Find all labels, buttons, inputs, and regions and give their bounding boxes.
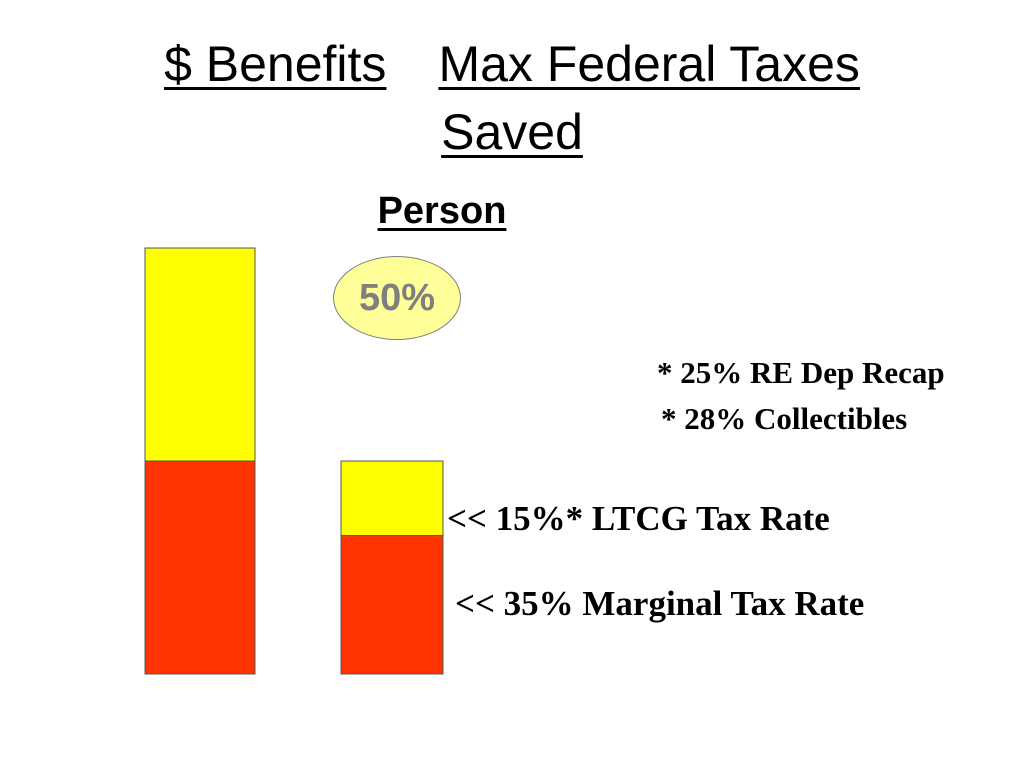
title: $ Benefits Max Federal Taxes [0, 36, 1024, 92]
badge-text: 50% [358, 276, 436, 319]
bar-1-segment-upper [144, 247, 256, 462]
footnote-collectibles: * 28% Collectibles [661, 401, 908, 436]
bar-2-segment-lower [340, 535, 444, 675]
title-part-taxes: Max Federal Taxes [438, 36, 860, 92]
title-line-2: Saved [0, 104, 1024, 160]
percentage-badge: 50% [333, 256, 461, 340]
bar-1-segment-lower [144, 460, 256, 675]
subtitle-person: Person [377, 190, 507, 232]
title-part-saved: Saved [441, 104, 583, 160]
bar-2-segment-upper [340, 460, 444, 537]
footnote-re-dep-recap: * 25% RE Dep Recap [657, 355, 945, 390]
label-ltcg-rate: << 15%* LTCG Tax Rate [447, 499, 830, 538]
label-marginal-rate: << 35% Marginal Tax Rate [455, 584, 865, 623]
title-part-benefits: $ Benefits [164, 36, 387, 92]
